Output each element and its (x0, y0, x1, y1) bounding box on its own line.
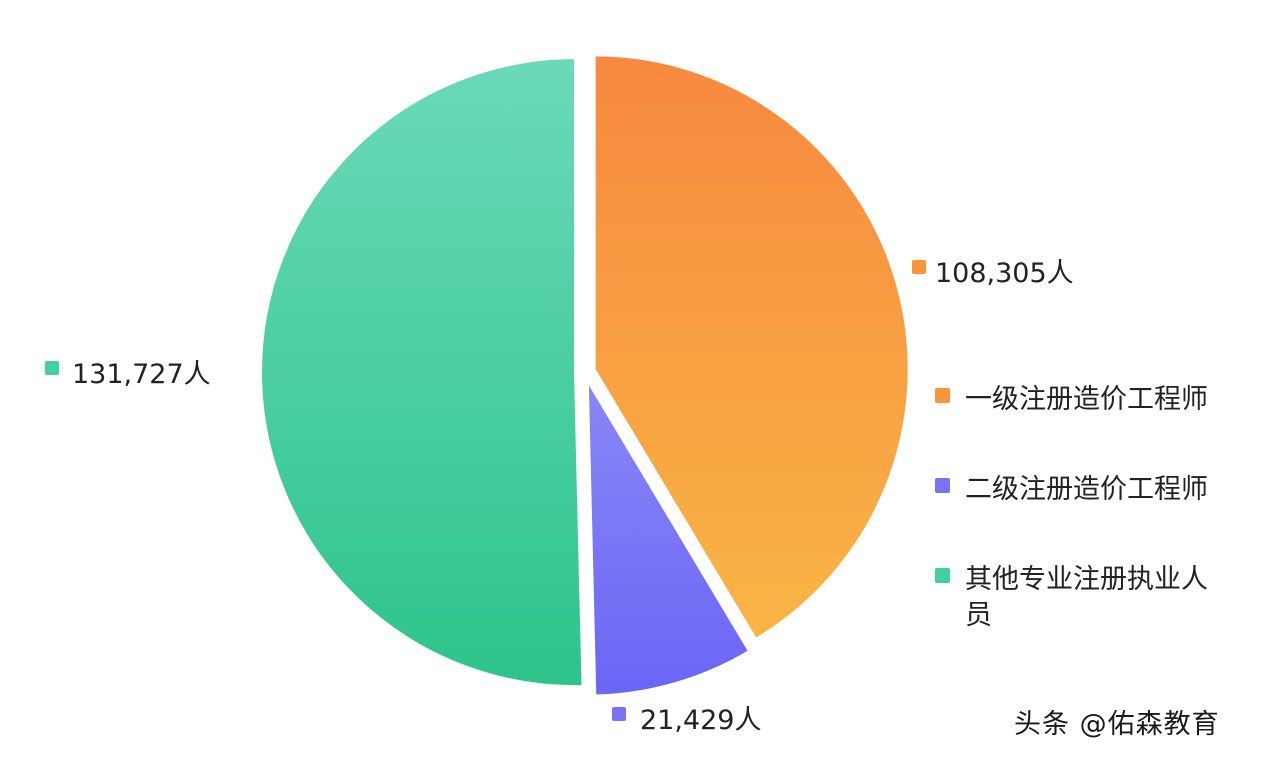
watermark-text: 头条 @佑森教育 (1014, 709, 1220, 740)
legend-item-first-grade: 一级注册造价工程师 (935, 384, 1208, 415)
legend-swatch (935, 388, 950, 403)
legend-item-second-grade: 二级注册造价工程师 (935, 474, 1208, 505)
value-marker-second-grade (612, 707, 626, 721)
value-label-first-grade: 108,305人 (935, 258, 1074, 289)
legend-label: 员 (965, 600, 992, 631)
value-label-second-grade: 21,429人 (640, 705, 761, 736)
legend-label: 其他专业注册执业人 (965, 564, 1208, 595)
slice-second-grade (586, 377, 751, 697)
slice-first-grade (593, 54, 910, 641)
legend-swatch (935, 568, 950, 583)
value-label-other: 131,727人 (72, 359, 211, 390)
legend-swatch (935, 478, 950, 493)
legend-label: 一级注册造价工程师 (965, 384, 1208, 415)
value-marker-first-grade (912, 260, 926, 274)
legend-label: 二级注册造价工程师 (965, 474, 1208, 505)
value-marker-other (45, 361, 59, 375)
slice-other (260, 57, 584, 688)
